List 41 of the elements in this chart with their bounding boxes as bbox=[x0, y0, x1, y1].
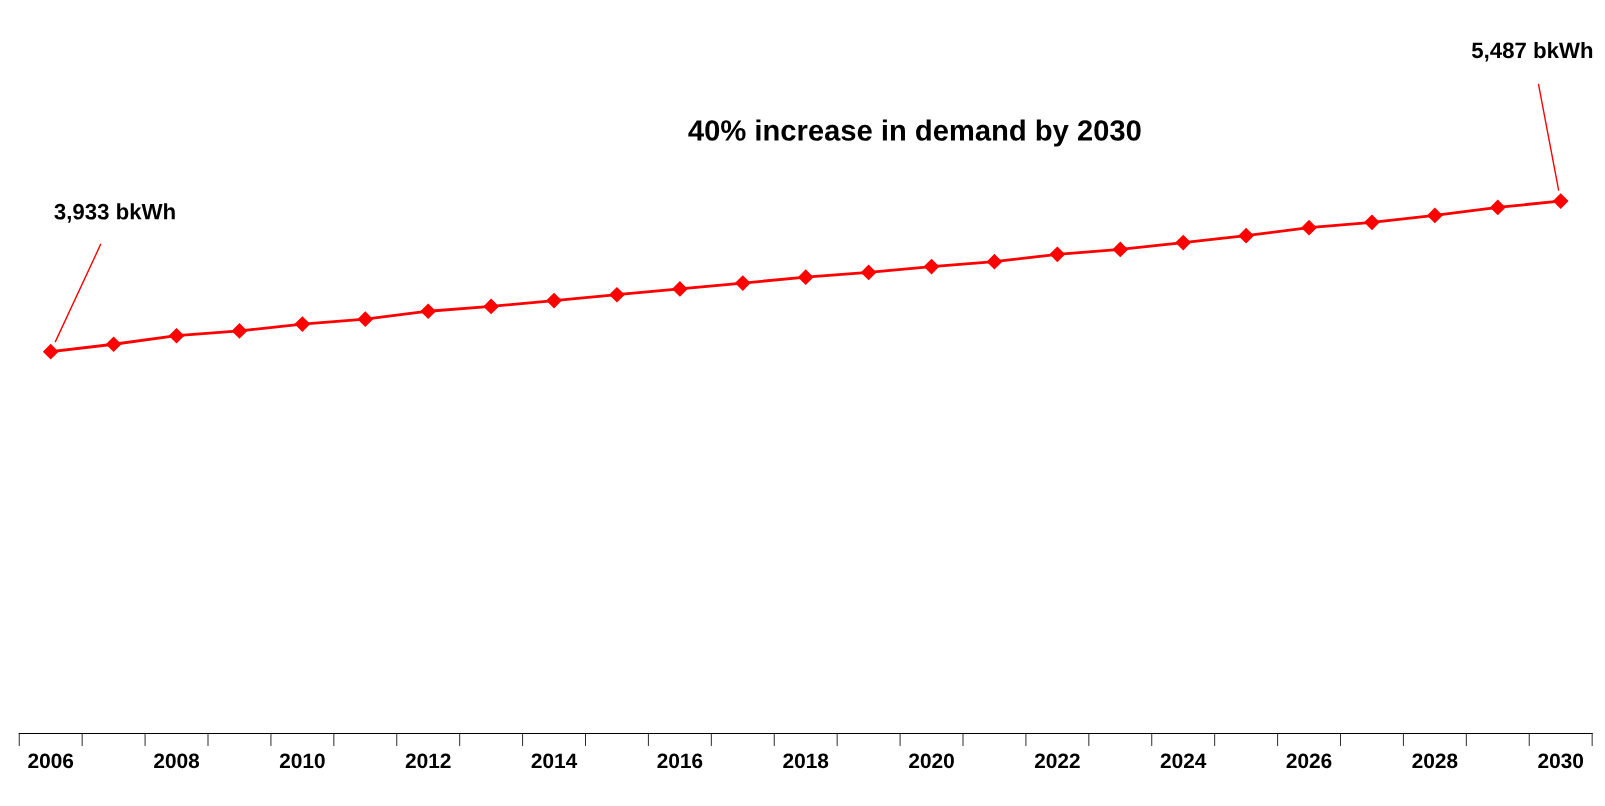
x-tick-label: 2030 bbox=[1538, 753, 1584, 769]
point bbox=[923, 258, 940, 275]
point bbox=[1238, 228, 1254, 244]
point bbox=[43, 344, 59, 360]
point bbox=[1175, 234, 1191, 251]
point bbox=[357, 311, 373, 327]
point bbox=[735, 275, 751, 291]
x-tick-label: 2022 bbox=[1034, 753, 1080, 769]
point bbox=[294, 316, 310, 332]
point bbox=[1049, 246, 1065, 262]
point bbox=[231, 323, 248, 339]
point bbox=[861, 264, 877, 280]
point bbox=[672, 281, 688, 297]
x-tick-label: 2028 bbox=[1412, 753, 1458, 769]
point bbox=[483, 298, 499, 315]
point bbox=[1364, 214, 1380, 230]
point bbox=[1553, 193, 1569, 209]
point bbox=[1112, 241, 1128, 258]
x-tick-label: 2008 bbox=[154, 753, 200, 769]
x-tick-label: 2024 bbox=[1160, 753, 1207, 769]
x-tick-label: 2006 bbox=[28, 753, 74, 769]
x-tick-label: 2020 bbox=[909, 753, 954, 769]
x-tick-label: 2012 bbox=[405, 753, 451, 769]
x-tick-label: 2014 bbox=[531, 753, 578, 769]
point bbox=[106, 336, 122, 352]
annotation: 3,933 bkWh bbox=[54, 203, 175, 223]
point bbox=[798, 269, 814, 285]
point bbox=[168, 328, 185, 344]
text: 40% increase in demand by 2030 bbox=[688, 119, 1141, 147]
point bbox=[609, 287, 625, 303]
point bbox=[1301, 220, 1317, 236]
point bbox=[1427, 207, 1443, 223]
point bbox=[546, 293, 562, 309]
point bbox=[1490, 199, 1506, 215]
text: 5,487 bkWh bbox=[1471, 41, 1593, 62]
x-tick-label: 2018 bbox=[783, 753, 829, 769]
x-tick-label: 2016 bbox=[657, 753, 703, 769]
x-tick-label: 2010 bbox=[279, 753, 325, 769]
point bbox=[420, 303, 436, 319]
x-tick-label: 2026 bbox=[1286, 753, 1332, 769]
point bbox=[986, 254, 1003, 270]
